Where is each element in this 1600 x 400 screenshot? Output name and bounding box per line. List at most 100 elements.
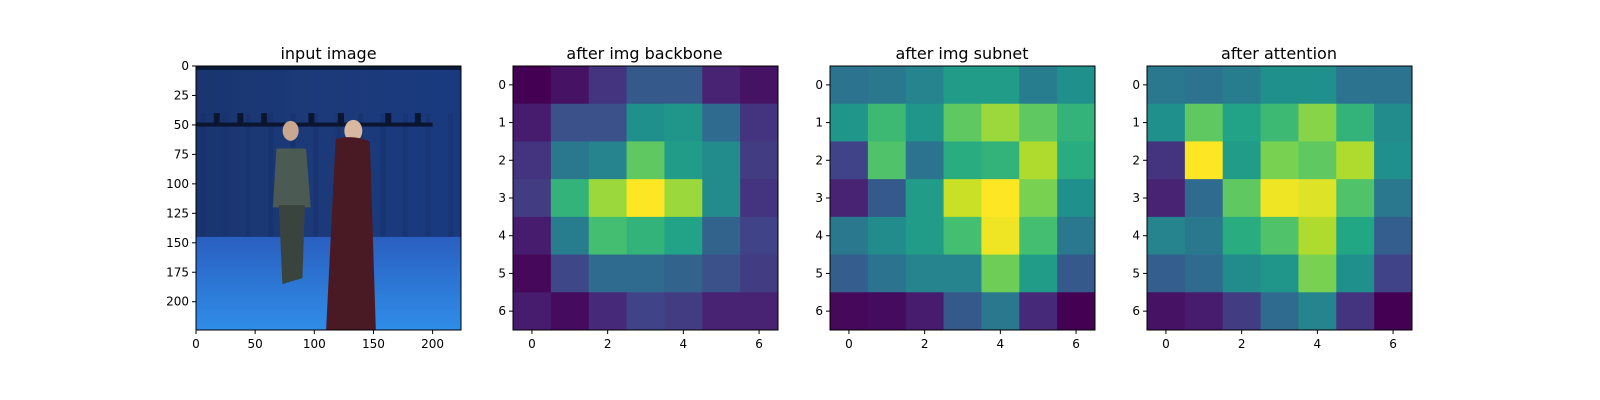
heatmap-cell: [1019, 66, 1058, 105]
x-tick-label: 4: [680, 337, 688, 351]
heatmap-cell: [943, 216, 982, 256]
heatmap-cell: [1019, 292, 1058, 331]
heatmap-cell: [1184, 66, 1224, 105]
curtain-fold: [223, 113, 229, 237]
heatmap-cell: [1260, 141, 1299, 180]
rig-light: [308, 113, 315, 124]
panel-after-img-backbone: after img backbone 0 2 4 6 0 1 2 3 4 5 6: [498, 44, 779, 351]
heatmap-cell: [1374, 179, 1413, 218]
heatmap-cell: [830, 66, 869, 105]
heatmap-cell: [1374, 254, 1413, 293]
heatmap-cell: [981, 216, 1020, 256]
heatmap-cell: [664, 103, 703, 142]
heatmap-cell: [588, 103, 628, 142]
y-tick-label: 200: [166, 295, 189, 309]
heatmap-cell: [550, 254, 590, 293]
heatmap-cell: [550, 141, 590, 180]
y-tick-label: 5: [1132, 266, 1140, 280]
heatmap-cell: [1260, 254, 1299, 293]
heatmap-cell: [1374, 66, 1413, 105]
x-tick-label: 0: [528, 337, 536, 351]
heatmap-cell: [626, 179, 665, 218]
heatmap-cell: [588, 141, 628, 180]
heatmap-cell: [626, 141, 665, 180]
y-tick-label: 0: [498, 78, 506, 92]
heatmap-cell: [1057, 292, 1096, 331]
y-tick-label: 50: [174, 118, 189, 132]
heatmap-cell: [550, 216, 590, 256]
heatmap-cell: [588, 292, 628, 331]
y-tick-label: 1: [815, 116, 823, 130]
person-left: [272, 120, 311, 285]
heatmap-cell: [626, 292, 665, 331]
rig-light: [213, 113, 220, 124]
panel-input-image: input image 0 50 100 150 200 0 25 50 75 100 125 150…: [166, 44, 462, 351]
rig-light: [237, 113, 244, 124]
heatmap-cell: [740, 141, 779, 180]
heatmap-cell: [1147, 103, 1186, 142]
heatmap-cell: [702, 103, 741, 142]
y-tick-label: 125: [166, 206, 189, 220]
heatmap-cell: [1336, 216, 1375, 256]
rig-light: [337, 113, 344, 124]
heatmap-cell: [1147, 254, 1186, 293]
heatmap-cell: [1147, 179, 1186, 218]
heatmap-cell: [943, 292, 982, 331]
heatmap-cell: [664, 292, 703, 331]
heatmap-cell: [1184, 179, 1224, 218]
heatmap-cell: [1222, 179, 1262, 218]
heatmap-cell: [550, 66, 590, 105]
heatmap-cell: [943, 103, 982, 142]
heatmap-cell: [1298, 103, 1337, 142]
heatmap-cell: [905, 179, 945, 218]
heatmap-cell: [626, 66, 665, 105]
x-tick-label: 4: [1314, 337, 1322, 351]
heatmap-cell: [740, 103, 779, 142]
heatmap-cell: [664, 179, 703, 218]
curtain-fold: [245, 113, 251, 237]
heatmap-cell: [981, 254, 1020, 293]
heatmap-cell: [1057, 141, 1096, 180]
heatmap-cell: [1057, 216, 1096, 256]
x-tick-label: 0: [845, 337, 853, 351]
heatmap-cell: [1298, 292, 1337, 331]
heatmap-cell: [1336, 103, 1375, 142]
heatmap-cell: [1336, 254, 1375, 293]
x-tick-label: 2: [921, 337, 929, 351]
heatmap-cell: [588, 179, 628, 218]
heatmap-cell: [664, 254, 703, 293]
rig-light: [414, 113, 421, 124]
heatmap-cell: [1184, 292, 1224, 331]
heatmap-cell: [513, 292, 552, 331]
heatmap-cell: [1057, 103, 1096, 142]
y-tick-label: 2: [1132, 153, 1140, 167]
x-tick-label: 100: [303, 337, 326, 351]
heatmap-cell: [702, 254, 741, 293]
heatmap-cell: [1336, 141, 1375, 180]
dress: [326, 137, 376, 330]
y-tick-label: 3: [815, 191, 823, 205]
heatmap-cell: [905, 66, 945, 105]
heatmap-cell: [943, 66, 982, 105]
heatmap-cell: [1222, 141, 1262, 180]
heatmap-cell: [830, 254, 869, 293]
heatmap-cell: [513, 141, 552, 180]
y-tick-label: 25: [174, 88, 189, 102]
rig-light: [261, 113, 268, 124]
heatmap-cell: [740, 254, 779, 293]
y-tick-label: 2: [815, 153, 823, 167]
heatmap-cell: [943, 254, 982, 293]
heatmap-cell: [740, 179, 779, 218]
y-tick-label: 6: [1132, 304, 1140, 318]
heatmap-cell: [1260, 103, 1299, 142]
heatmap-cell: [981, 292, 1020, 331]
curtain-fold: [268, 113, 274, 237]
y-tick-label: 75: [174, 147, 189, 161]
heatmap-cell: [626, 103, 665, 142]
heatmap-cell: [1019, 179, 1058, 218]
heatmap-cell: [943, 141, 982, 180]
x-tick-label: 200: [421, 337, 444, 351]
rig-light: [385, 113, 392, 124]
heatmap-cell: [830, 292, 869, 331]
